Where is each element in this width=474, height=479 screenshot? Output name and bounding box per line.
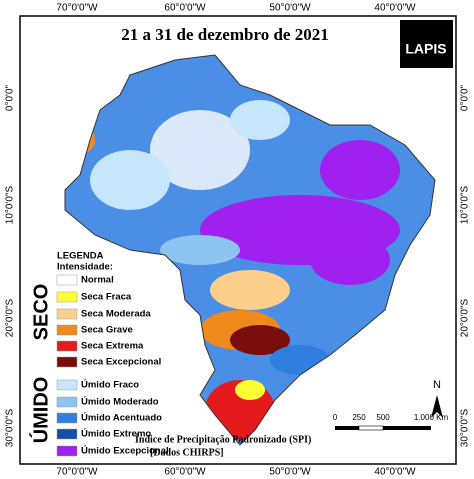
legend-label: Seca Moderada xyxy=(81,309,151,320)
title: 21 a 31 de dezembro de 2021 xyxy=(121,25,328,44)
coordinate-label: 70°0'0"W xyxy=(56,3,98,14)
legend-swatch xyxy=(56,428,78,440)
coordinate-label: 10°0'0"S xyxy=(460,185,471,224)
legend-label: Úmido Extremo xyxy=(81,428,151,440)
legend-swatch xyxy=(56,308,78,320)
legend-label: Normal xyxy=(81,275,114,286)
legend-label: Seca Excepcional xyxy=(81,357,161,368)
coordinate-label: 30°0'0"S xyxy=(460,408,471,447)
scale-bar xyxy=(335,425,431,431)
legend-swatch xyxy=(56,396,78,408)
caption: [Dados CHIRPS] xyxy=(150,447,224,458)
legend-label: Seca Fraca xyxy=(81,292,132,303)
caption: Índice de Precipitação Padronizado (SPI) xyxy=(135,433,311,445)
coordinate-label: 50°0'0"W xyxy=(269,467,311,478)
legend-swatch xyxy=(56,274,78,286)
legend-swatch xyxy=(56,291,78,303)
coordinate-label: 60°0'0"W xyxy=(164,467,206,478)
scale-label: 0 xyxy=(333,413,338,422)
legend-label: Úmido Excepcional xyxy=(81,445,169,457)
coordinate-label: 50°0'0"W xyxy=(269,3,311,14)
legend-label: Úmido Moderado xyxy=(81,396,159,408)
coordinate-label: 0°0'0" xyxy=(460,84,471,111)
coordinate-label: 20°0'0"S xyxy=(5,298,16,337)
legend-swatch xyxy=(56,340,78,352)
legend-label: Úmido Fraco xyxy=(81,379,139,391)
logo-box xyxy=(400,20,453,68)
logo: LAPIS xyxy=(405,41,446,57)
dry-label: SECO xyxy=(30,284,52,341)
coordinate-label: 20°0'0"S xyxy=(460,298,471,337)
scale-label: 1.000 Km xyxy=(414,413,449,422)
north-label: N xyxy=(433,379,441,391)
coordinate-label: 0°0'0" xyxy=(5,84,16,111)
coordinate-label: 30°0'0"S xyxy=(5,408,16,447)
legend-swatch xyxy=(56,412,78,424)
legend-swatch xyxy=(56,379,78,391)
legend-swatch xyxy=(56,445,78,457)
north-arrow xyxy=(431,395,443,418)
coordinate-label: 10°0'0"S xyxy=(5,185,16,224)
coordinate-label: 60°0'0"W xyxy=(164,3,206,14)
scale-label: 500 xyxy=(376,413,390,422)
scale-label: 250 xyxy=(352,413,366,422)
coordinate-label: 40°0'0"W xyxy=(374,467,416,478)
legend-subtitle: Intensidade: xyxy=(57,262,113,273)
wet-label: ÚMIDO xyxy=(28,377,52,444)
legend-label: Seca Extrema xyxy=(81,341,144,352)
coordinate-label: 70°0'0"W xyxy=(56,467,98,478)
legend-title: LEGENDA xyxy=(57,251,104,262)
legend-label: Seca Grave xyxy=(81,325,133,336)
country-border xyxy=(64,54,436,446)
legend-swatch xyxy=(56,324,78,336)
legend-swatch xyxy=(56,356,78,368)
legend-label: Úmido Acentuado xyxy=(81,412,162,424)
coordinate-label: 40°0'0"W xyxy=(374,3,416,14)
